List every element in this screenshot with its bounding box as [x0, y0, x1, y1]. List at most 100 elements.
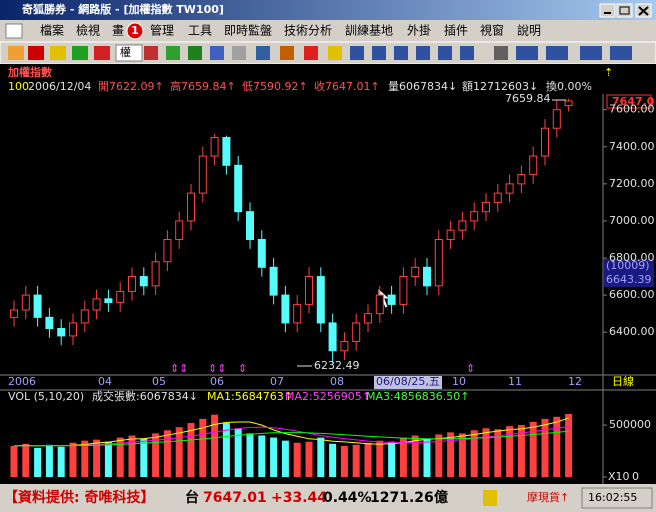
volume-bar — [458, 433, 466, 477]
volume-info: MA2:5256905↑ — [285, 390, 371, 403]
volume-bar — [234, 428, 242, 477]
volume-bar — [116, 437, 124, 477]
volume-bar — [211, 414, 219, 477]
volume-bar — [529, 421, 537, 477]
x-label: 04 — [98, 375, 112, 388]
menu-item[interactable]: 說明 — [517, 23, 541, 38]
ma-line — [13, 417, 569, 447]
scale-label: X10 — [608, 470, 630, 483]
combo-box[interactable] — [115, 44, 143, 62]
volume-bar — [140, 438, 148, 477]
menu-item[interactable]: 檔案 — [40, 23, 64, 38]
menu-item[interactable]: 管理 — [150, 23, 174, 38]
menu-item[interactable]: 檢視 — [76, 23, 100, 38]
candle-body — [293, 303, 302, 324]
volume-bar — [329, 443, 337, 477]
info: 100 — [8, 80, 29, 93]
status-bar — [0, 484, 656, 512]
volume-bar — [104, 441, 112, 477]
volume-bar — [152, 433, 160, 477]
candle-body — [246, 211, 254, 240]
svg-text:⇕⇕: ⇕⇕ — [208, 362, 226, 375]
speaker-icon[interactable] — [483, 490, 497, 506]
candle-body — [257, 238, 266, 268]
x-label: 12 — [568, 375, 582, 388]
y-tick-label: 7200.00 — [609, 177, 655, 190]
y-tick-label: 0 — [632, 470, 639, 483]
volume-bar — [399, 437, 407, 477]
clock-box — [581, 487, 653, 509]
y-tick-label: 6800.00 — [609, 251, 655, 264]
menu-item[interactable]: 插件 — [444, 24, 468, 38]
status-source: 【資料提供: 奇唯科技】 — [4, 489, 154, 506]
volume-bar — [187, 423, 195, 477]
candle-body — [104, 298, 113, 304]
volume-bar — [69, 442, 77, 477]
menu-item[interactable]: 工具 — [188, 24, 212, 38]
menu-item[interactable]: 即時監盤 — [224, 23, 272, 38]
app-icon — [5, 23, 23, 39]
signal-markers: ⇕⇕ ⇕⇕ ⇕ ⇕ — [170, 362, 475, 375]
volume-bar — [317, 437, 325, 477]
info: 開7622.09↑ — [98, 80, 164, 93]
candle-body — [387, 294, 396, 305]
volume-bar — [175, 427, 183, 477]
candle-body — [411, 266, 420, 278]
cursor-date: 06/08/25,五 — [376, 375, 440, 388]
candle-body — [352, 322, 361, 342]
volume-bar — [34, 447, 42, 477]
volume-bar — [10, 445, 18, 477]
candle-body — [552, 109, 561, 129]
status-amount: 1271.26 — [370, 490, 434, 506]
cursor-box — [604, 259, 654, 287]
x-label: 2006 — [8, 375, 36, 388]
menu-item[interactable]: 視窗 — [480, 23, 504, 38]
info: 低7590.92↑ — [242, 80, 308, 93]
volume-title: VOL (5,10,20) — [8, 390, 84, 403]
status-unit: 億 — [434, 489, 448, 506]
volume-bar — [388, 441, 396, 477]
info: 高7659.84↑ — [170, 79, 236, 93]
candle-body — [482, 201, 490, 213]
volume-bar — [435, 434, 443, 477]
cursor-date-box — [374, 376, 442, 389]
svg-text:⇕⇕: ⇕⇕ — [170, 362, 188, 375]
volume-info: MA1:5684763↑ — [207, 390, 293, 403]
status-time: 16:02:55 — [588, 491, 637, 504]
candle-body — [210, 137, 219, 157]
info: 換0.00% — [546, 80, 592, 93]
menu-item[interactable]: 畫 — [112, 23, 124, 38]
candle-body — [198, 155, 207, 194]
toolbar-buttons[interactable] — [8, 46, 632, 60]
volume-bar — [482, 428, 490, 477]
candle-body — [541, 127, 549, 157]
candle-body — [493, 192, 502, 203]
candle-body — [305, 276, 313, 305]
candle-body — [517, 174, 526, 185]
menu-item[interactable]: 外掛 — [407, 23, 431, 38]
candle-body — [222, 137, 231, 166]
badge — [126, 22, 144, 40]
candle-body — [423, 266, 431, 287]
menu-item[interactable]: 訓練基地 — [345, 23, 393, 38]
candle-body — [316, 276, 325, 324]
volume-bar — [246, 433, 254, 477]
menu-item[interactable]: 技術分析 — [284, 24, 332, 38]
volume-bar — [57, 446, 65, 477]
candle-body — [128, 276, 136, 292]
info: 額12712603↓ — [462, 80, 538, 93]
candle-body — [69, 322, 77, 337]
status-market: 台 — [185, 489, 199, 506]
period[interactable]: 日線 — [612, 374, 634, 388]
volume-bar — [470, 430, 478, 477]
candle-body — [80, 309, 89, 324]
volume-bar — [270, 437, 278, 477]
volume-bar — [45, 444, 53, 477]
volume-bar — [541, 418, 549, 477]
volume-bar — [352, 444, 360, 477]
y-tick-label: 500000 — [609, 418, 651, 431]
window-buttons[interactable] — [599, 3, 652, 18]
volume-bar — [93, 439, 101, 477]
info: 收7647.01↑ — [314, 79, 380, 93]
volume-bar — [258, 435, 266, 477]
